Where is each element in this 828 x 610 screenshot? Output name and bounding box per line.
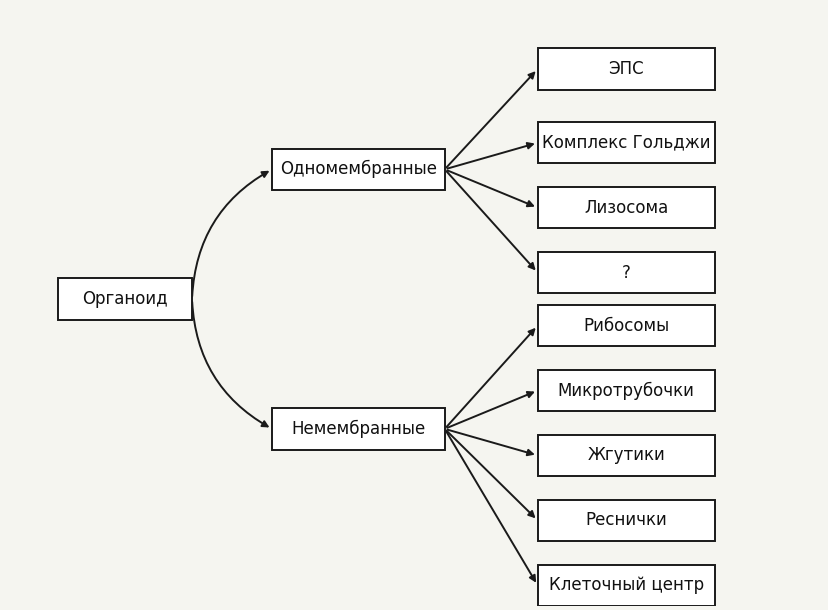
Text: Немембранные: Немембранные <box>291 420 425 438</box>
Text: Органоид: Органоид <box>82 290 168 308</box>
Text: Одномембранные: Одномембранные <box>280 160 436 179</box>
Text: Лизосома: Лизосома <box>583 199 667 217</box>
FancyBboxPatch shape <box>58 278 192 320</box>
FancyBboxPatch shape <box>537 252 714 293</box>
FancyBboxPatch shape <box>537 187 714 228</box>
FancyBboxPatch shape <box>537 500 714 541</box>
Text: ЭПС: ЭПС <box>608 60 643 78</box>
Text: ?: ? <box>621 264 630 282</box>
Text: Микротрубочки: Микротрубочки <box>557 381 694 400</box>
FancyBboxPatch shape <box>537 48 714 90</box>
FancyBboxPatch shape <box>537 370 714 411</box>
Text: Комплекс Гольджи: Комплекс Гольджи <box>542 134 710 152</box>
FancyBboxPatch shape <box>272 149 444 190</box>
FancyBboxPatch shape <box>537 564 714 606</box>
FancyBboxPatch shape <box>537 122 714 163</box>
Text: Рибосомы: Рибосомы <box>582 317 668 335</box>
Text: Клеточный центр: Клеточный центр <box>548 576 703 594</box>
FancyBboxPatch shape <box>272 408 444 450</box>
FancyBboxPatch shape <box>537 305 714 346</box>
FancyBboxPatch shape <box>537 435 714 476</box>
Text: Жгутики: Жгутики <box>586 447 664 464</box>
Text: Реснички: Реснички <box>585 511 667 529</box>
